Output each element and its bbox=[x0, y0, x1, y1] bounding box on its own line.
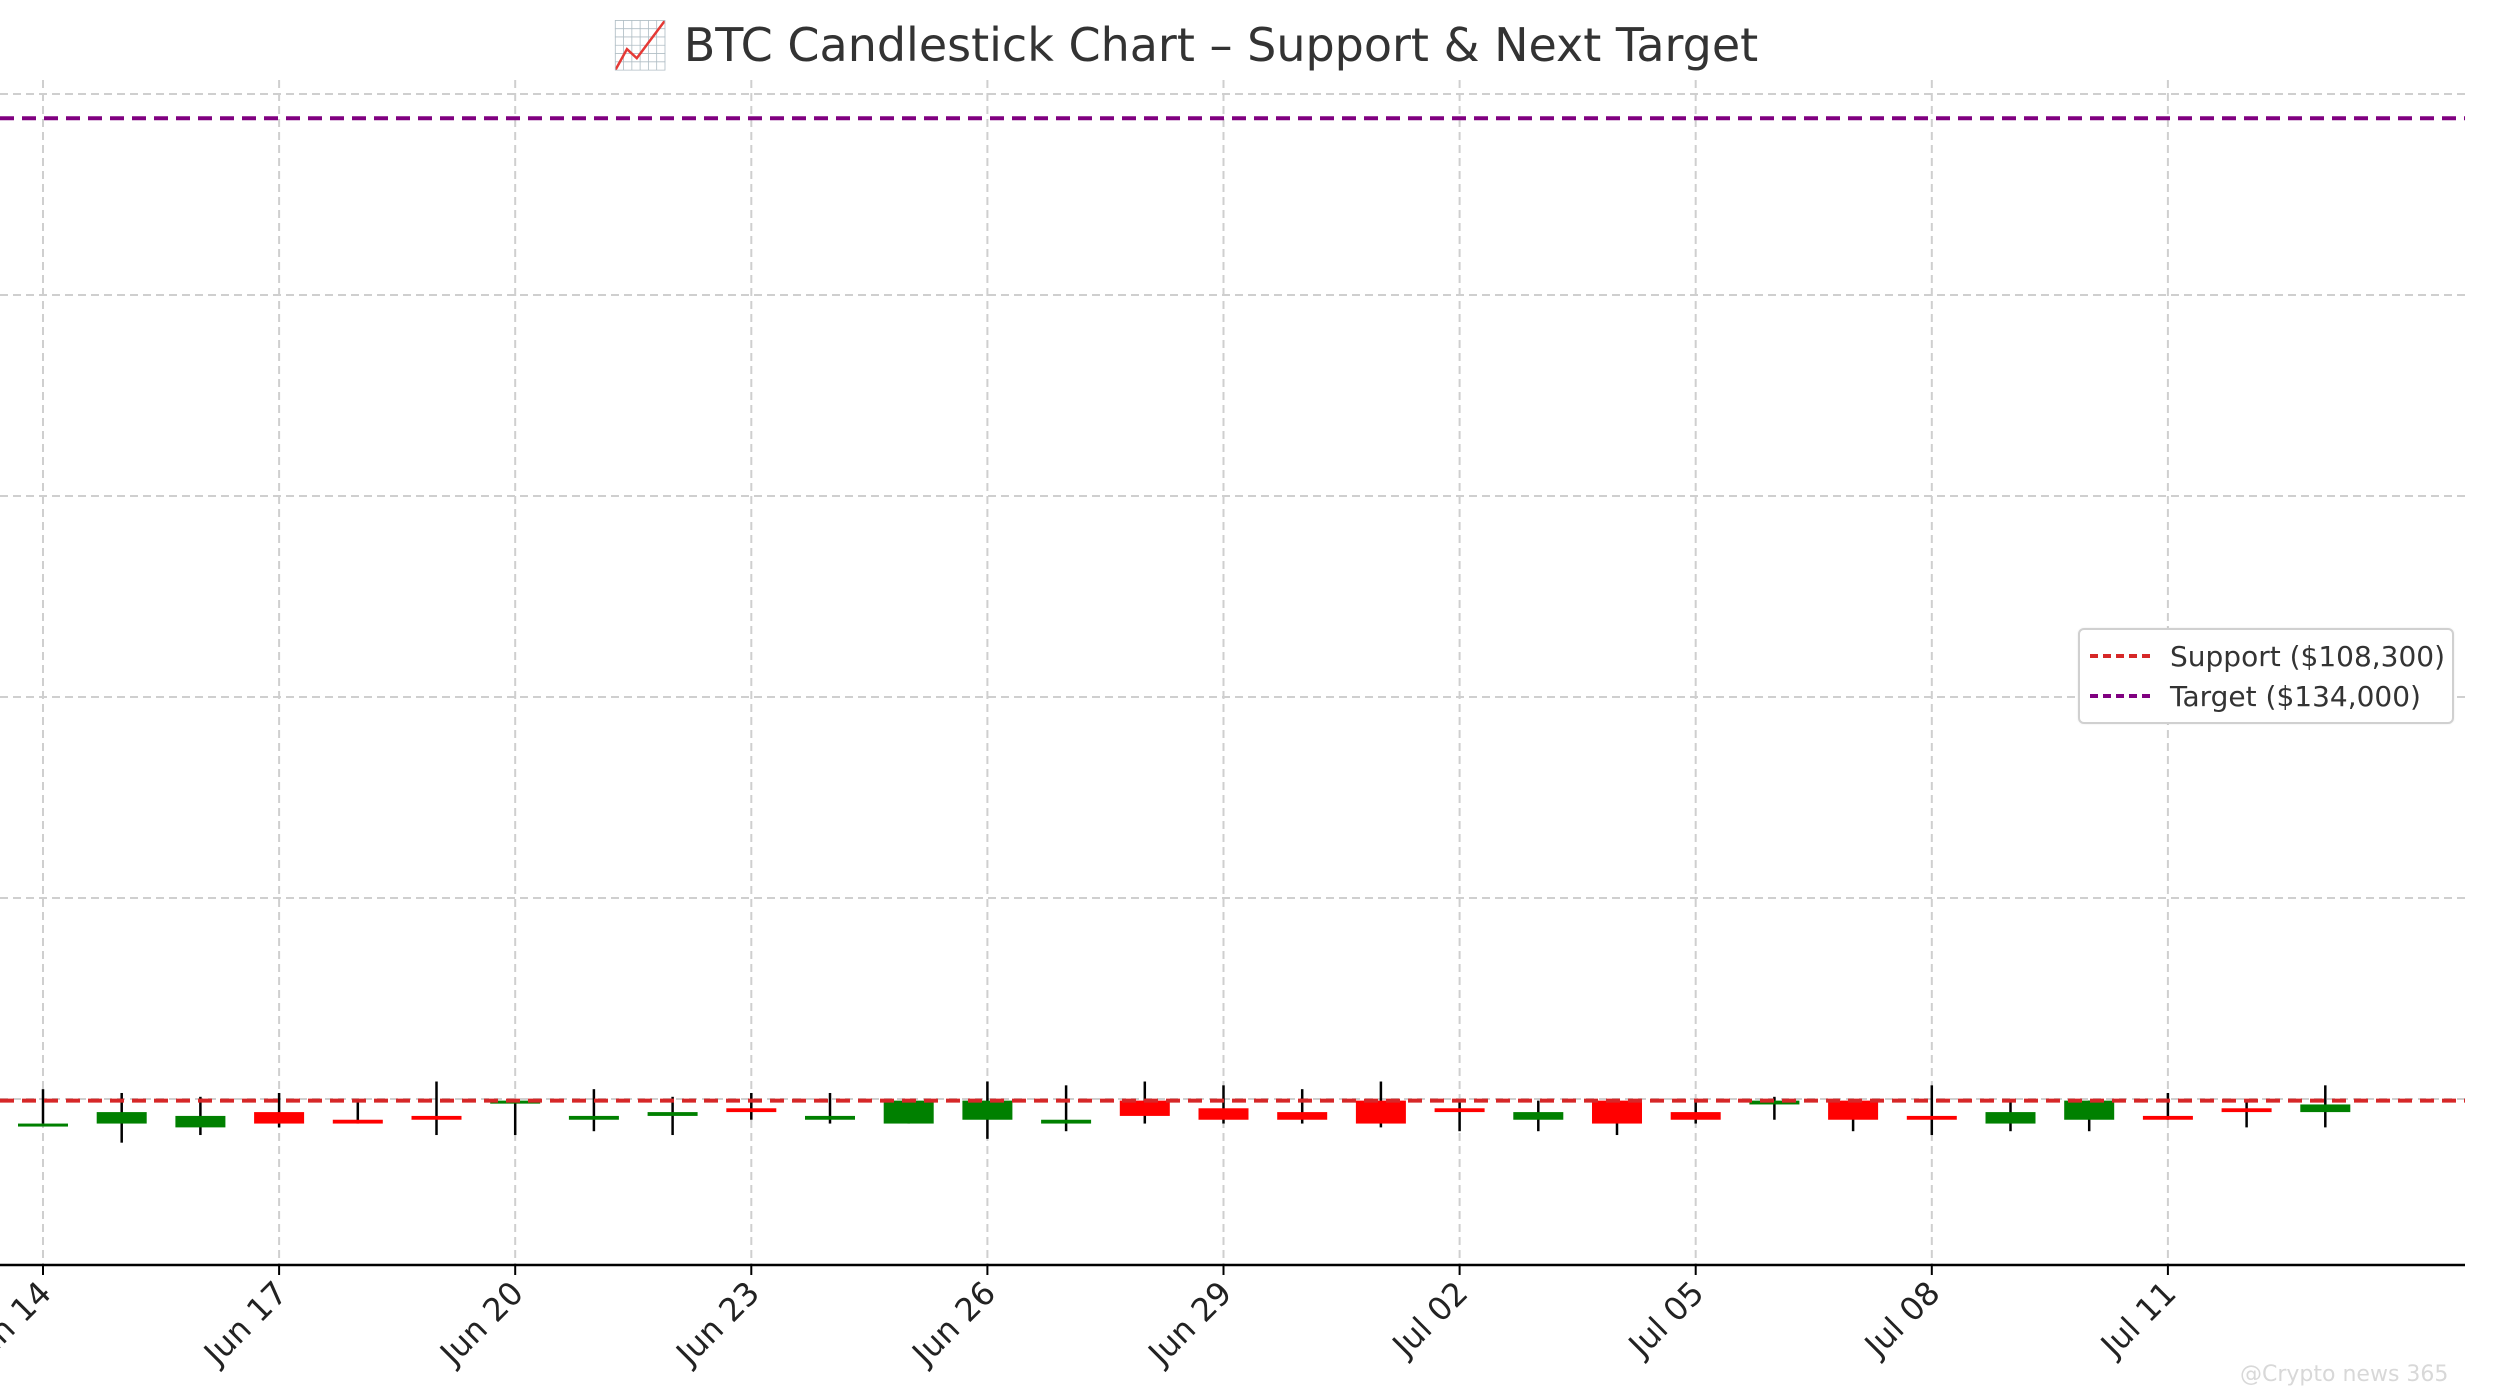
legend-item-support: Support ($108,300) bbox=[2090, 636, 2445, 676]
legend-label-target: Target ($134,000) bbox=[2170, 679, 2421, 713]
x-tick-label: Jun 17 bbox=[195, 1274, 295, 1374]
chart-title: 📈 BTC Candlestick Chart – Support & Next… bbox=[611, 18, 1759, 72]
support-line-swatch bbox=[2090, 654, 2150, 658]
candle-body bbox=[647, 1112, 698, 1116]
x-tick-label: Jul 11 bbox=[2092, 1274, 2184, 1366]
candle-body bbox=[1355, 1100, 1406, 1124]
x-tick-label: Jul 08 bbox=[1856, 1274, 1948, 1366]
candle-body bbox=[1277, 1112, 1328, 1120]
candle-body bbox=[1670, 1112, 1721, 1120]
candle-body bbox=[18, 1123, 68, 1127]
candle-body bbox=[2221, 1108, 2272, 1113]
candle-body bbox=[1041, 1119, 1092, 1124]
candle-body bbox=[1513, 1112, 1564, 1120]
candle-body bbox=[568, 1115, 619, 1120]
x-tick-label: Jun 29 bbox=[1140, 1274, 1240, 1374]
candle-body bbox=[1749, 1100, 1800, 1105]
x-tick-label: Jun 14 bbox=[0, 1274, 59, 1374]
target-line-swatch bbox=[2090, 694, 2150, 698]
candle-body bbox=[254, 1112, 305, 1124]
candle-body bbox=[1119, 1100, 1170, 1116]
candle-body bbox=[1592, 1100, 1642, 1124]
legend-item-target: Target ($134,000) bbox=[2090, 676, 2421, 716]
watermark: @Crypto news 365 bbox=[2240, 1362, 2449, 1387]
candle-body bbox=[175, 1115, 226, 1128]
chart-legend: Support ($108,300) Target ($134,000) bbox=[2078, 628, 2454, 724]
candle-body bbox=[1198, 1108, 1249, 1120]
candle-body bbox=[332, 1119, 383, 1124]
candle-body bbox=[2142, 1115, 2193, 1120]
candle-body bbox=[1985, 1112, 2036, 1124]
legend-label-support: Support ($108,300) bbox=[2170, 639, 2446, 673]
candle-body bbox=[96, 1112, 147, 1124]
candle-body bbox=[411, 1115, 462, 1120]
x-tick-label: Jul 02 bbox=[1384, 1274, 1476, 1366]
candle-body bbox=[2300, 1104, 2351, 1113]
candle-body bbox=[1906, 1115, 1957, 1120]
candle-body bbox=[1434, 1108, 1485, 1113]
candle-body bbox=[805, 1115, 855, 1120]
x-tick-label: Jun 23 bbox=[667, 1274, 767, 1374]
candle-body bbox=[883, 1100, 934, 1124]
x-tick-label: Jul 05 bbox=[1620, 1274, 1712, 1366]
candle-body bbox=[726, 1108, 777, 1113]
candle-body bbox=[1828, 1100, 1879, 1120]
x-tick-label: Jun 20 bbox=[431, 1274, 531, 1374]
candle-body bbox=[962, 1100, 1013, 1120]
candle-body bbox=[2064, 1100, 2115, 1120]
x-tick-label: Jun 26 bbox=[903, 1274, 1003, 1374]
